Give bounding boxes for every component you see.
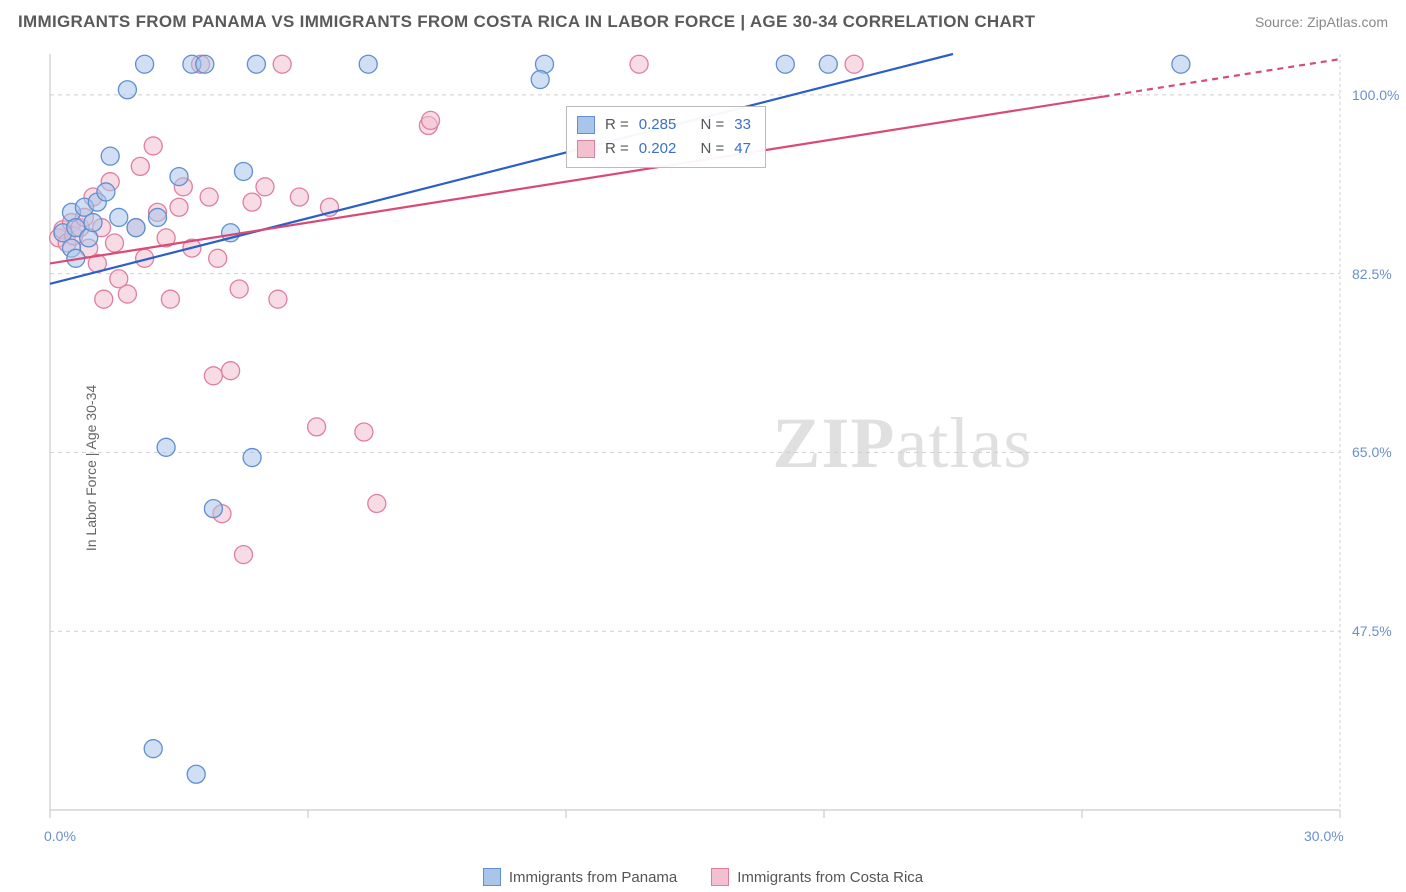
corr-row-costarica: R = 0.202 N = 47 [577, 137, 751, 161]
y-tick-label: 100.0% [1352, 87, 1399, 103]
legend-swatch-costarica-icon [711, 868, 729, 886]
bottom-legend: Immigrants from Panama Immigrants from C… [0, 868, 1406, 886]
legend-item-costarica: Immigrants from Costa Rica [711, 868, 923, 886]
legend-label-costarica: Immigrants from Costa Rica [737, 869, 923, 886]
y-tick-label: 82.5% [1352, 266, 1392, 282]
chart-header: IMMIGRANTS FROM PANAMA VS IMMIGRANTS FRO… [0, 0, 1406, 40]
swatch-costarica-icon [577, 140, 595, 158]
legend-label-panama: Immigrants from Panama [509, 869, 677, 886]
correlation-legend-box: R = 0.285 N = 33 R = 0.202 N = 47 [566, 106, 766, 168]
legend-item-panama: Immigrants from Panama [483, 868, 677, 886]
x-axis-end-label: 30.0% [1304, 828, 1344, 844]
y-tick-label: 65.0% [1352, 444, 1392, 460]
legend-swatch-panama-icon [483, 868, 501, 886]
source-label: Source: ZipAtlas.com [1255, 14, 1388, 30]
chart-title: IMMIGRANTS FROM PANAMA VS IMMIGRANTS FRO… [18, 12, 1035, 32]
x-axis-start-label: 0.0% [44, 828, 76, 844]
chart-area: In Labor Force | Age 30-34 ZIPatlas R = … [0, 44, 1406, 892]
corr-row-panama: R = 0.285 N = 33 [577, 113, 751, 137]
y-tick-label: 47.5% [1352, 623, 1392, 639]
swatch-panama-icon [577, 116, 595, 134]
